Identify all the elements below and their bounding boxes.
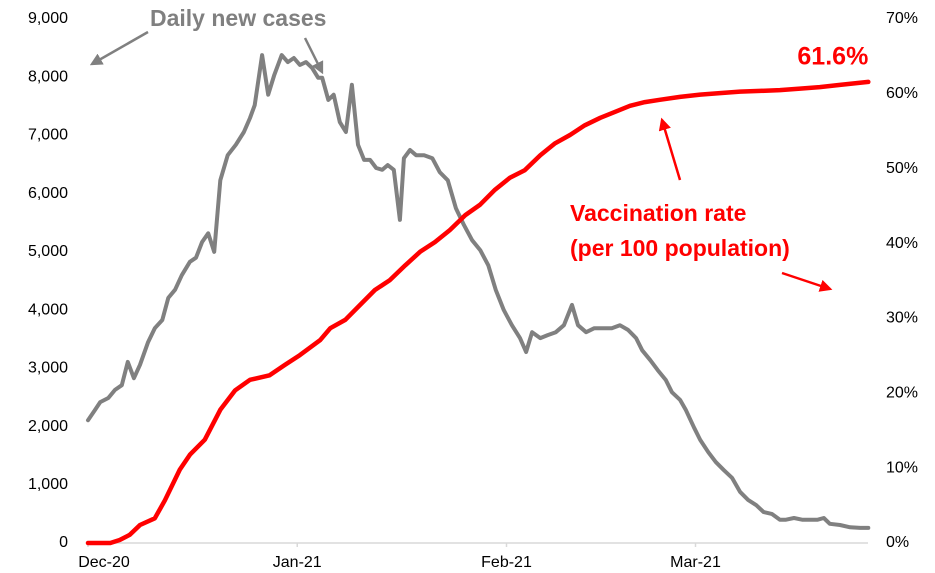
y-tick-label: 8,000 [28, 68, 68, 85]
x-tick-label: Dec-20 [78, 554, 130, 571]
annotation: (per 100 population) [570, 235, 790, 261]
y-tick-label: 4,000 [28, 301, 68, 318]
y2-tick-label: 40% [886, 235, 918, 252]
x-tick-label: Feb-21 [481, 554, 532, 571]
y-tick-label: 7,000 [28, 127, 68, 144]
y-tick-label: 9,000 [28, 10, 68, 27]
annotation-arrow [89, 30, 149, 66]
y-tick-label: 3,000 [28, 360, 68, 377]
y-tick-label: 5,000 [28, 243, 68, 260]
y-tick-label: 2,000 [28, 418, 68, 435]
lines [85, 53, 871, 546]
data-label: 61.6% [797, 42, 868, 70]
y2-tick-label: 10% [886, 459, 918, 476]
y-tick-label: 0 [59, 534, 68, 551]
y2-tick-label: 70% [886, 10, 918, 27]
annotation-arrow [781, 271, 833, 292]
annotation: Vaccination rate [570, 200, 746, 226]
x-tick-label: Jan-21 [273, 554, 322, 571]
y2-tick-label: 60% [886, 85, 918, 102]
annotation: Daily new cases [150, 5, 326, 31]
series-line [85, 79, 871, 546]
annotation-arrow [658, 117, 682, 181]
y-tick-label: 6,000 [28, 185, 68, 202]
series-line [86, 53, 871, 530]
y2-tick-label: 50% [886, 160, 918, 177]
annotation-arrow [303, 37, 324, 75]
x-tick-label: Mar-21 [670, 554, 721, 571]
y2-tick-label: 30% [886, 310, 918, 327]
axes: 0 1,000 2,000 3,000 4,000 5,000 6,000 7,000 8,00… [28, 10, 918, 571]
y-tick-label: 1,000 [28, 476, 68, 493]
y2-tick-label: 20% [886, 385, 918, 402]
y2-tick-label: 0% [886, 534, 909, 551]
